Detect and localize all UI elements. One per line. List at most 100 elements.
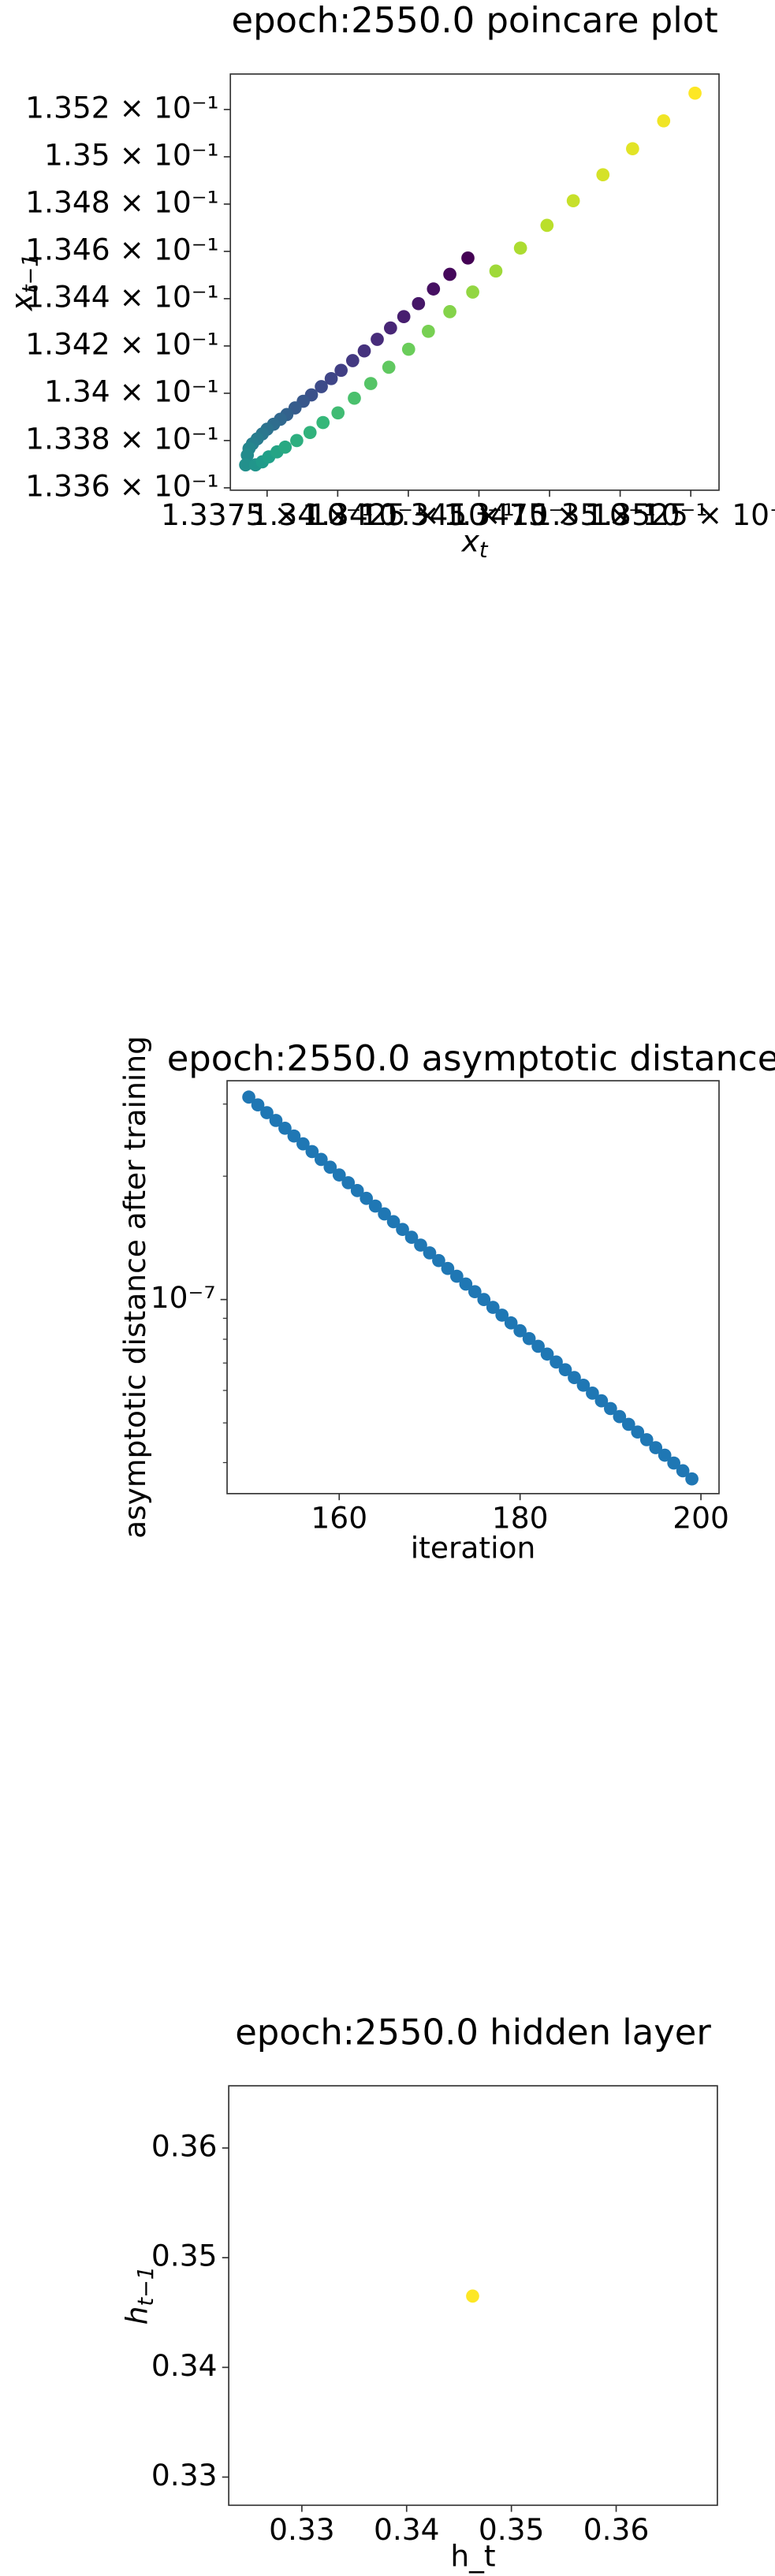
point (477, 1293, 491, 1306)
point (466, 2289, 479, 2303)
point (269, 1114, 283, 1127)
point (441, 1261, 455, 1275)
point (466, 285, 479, 299)
chart-title: epoch:2550.0 hidden layer (235, 2011, 711, 2053)
point (443, 267, 456, 281)
point (240, 449, 255, 462)
x-axis-label-base: x (461, 523, 480, 558)
point (401, 342, 415, 356)
point (495, 1308, 509, 1322)
point (639, 1433, 654, 1446)
point (397, 310, 411, 324)
y-tick-label: 1.34 × 10⁻¹ (44, 374, 219, 408)
point (341, 1176, 356, 1189)
point (303, 426, 317, 440)
y-tick-label: 0.35 (151, 2239, 218, 2273)
point (558, 1363, 572, 1377)
y-tick-label: 0.36 (151, 2129, 218, 2164)
point (334, 363, 348, 378)
y-axis-label: xt−1 (4, 253, 43, 311)
y-axis-label: asymptotic distance after training (117, 1036, 152, 1539)
point (316, 415, 330, 430)
point (345, 354, 360, 367)
point (378, 1207, 391, 1221)
point (657, 114, 671, 128)
point (504, 1316, 518, 1330)
point (363, 377, 378, 390)
point (513, 241, 527, 255)
point (513, 1323, 527, 1338)
point (287, 1129, 301, 1143)
point (596, 168, 610, 182)
y-axis-label-base: h (119, 2306, 154, 2325)
x-tick-label: 1.3375 × 10⁻¹ (161, 497, 373, 532)
point (432, 1253, 445, 1268)
x-tick-label: 0.33 (269, 2512, 335, 2547)
y-axis-label-sub: t−1 (133, 2266, 158, 2306)
point (239, 458, 252, 472)
point (468, 1285, 482, 1299)
y-tick-label: 1.352 × 10⁻¹ (25, 90, 218, 125)
x-tick-label: 200 (673, 1501, 729, 1536)
point (550, 1355, 563, 1369)
point (604, 1402, 617, 1416)
point (371, 333, 384, 346)
point (412, 296, 426, 311)
point (414, 1238, 427, 1252)
point (368, 1199, 382, 1213)
x-axis-label: iteration (411, 1530, 536, 1565)
point (242, 1090, 255, 1104)
chart-title: epoch:2550.0 asymptotic distance (167, 1037, 775, 1079)
point (531, 1339, 545, 1353)
y-tick-label: 1.342 × 10⁻¹ (25, 326, 218, 361)
point (423, 1246, 437, 1260)
point (450, 1269, 464, 1283)
point (278, 1121, 292, 1135)
point (621, 1417, 635, 1431)
y-tick-label: 10⁻⁷ (151, 1280, 216, 1315)
point (568, 1371, 581, 1384)
x-tick-label: 160 (311, 1501, 367, 1536)
point (540, 1347, 554, 1361)
point (323, 1160, 337, 1174)
point (676, 1464, 690, 1478)
point (260, 1106, 274, 1119)
point (396, 1223, 409, 1237)
point (296, 1137, 310, 1151)
x-tick-label: 1.345 × 10⁻¹ (382, 497, 576, 532)
point (667, 1456, 680, 1470)
point (350, 1184, 364, 1197)
plot-area (226, 1080, 720, 1495)
point (486, 1301, 500, 1314)
point (427, 282, 441, 296)
point (305, 1145, 319, 1159)
x-tick-label: 1.35 × 10⁻¹ (533, 497, 708, 532)
x-axis-label: xt (461, 523, 489, 562)
y-tick-label: 1.338 × 10⁻¹ (25, 421, 218, 456)
point (332, 1168, 346, 1182)
y-tick-label: 0.33 (151, 2458, 218, 2492)
point (522, 1331, 536, 1346)
y-tick-label: 0.34 (151, 2348, 218, 2383)
point (626, 142, 639, 156)
point (422, 324, 435, 338)
point (278, 440, 292, 454)
point (613, 1409, 627, 1424)
point (685, 1472, 699, 1486)
point (631, 1425, 645, 1439)
point (386, 1215, 401, 1229)
y-tick-label: 1.336 × 10⁻¹ (25, 468, 218, 503)
x-tick-label: 1.3525 × 10⁻¹ (584, 497, 775, 532)
point (489, 264, 503, 278)
point (540, 218, 554, 233)
x-tick-label: 0.36 (583, 2512, 650, 2547)
y-axis-label-base: x (4, 292, 39, 311)
point (348, 391, 361, 405)
point (382, 360, 396, 374)
plot-area (229, 73, 720, 491)
point (314, 1152, 328, 1167)
y-axis-label: ht−1 (119, 2266, 158, 2325)
y-tick-label: 1.348 × 10⁻¹ (25, 184, 218, 219)
